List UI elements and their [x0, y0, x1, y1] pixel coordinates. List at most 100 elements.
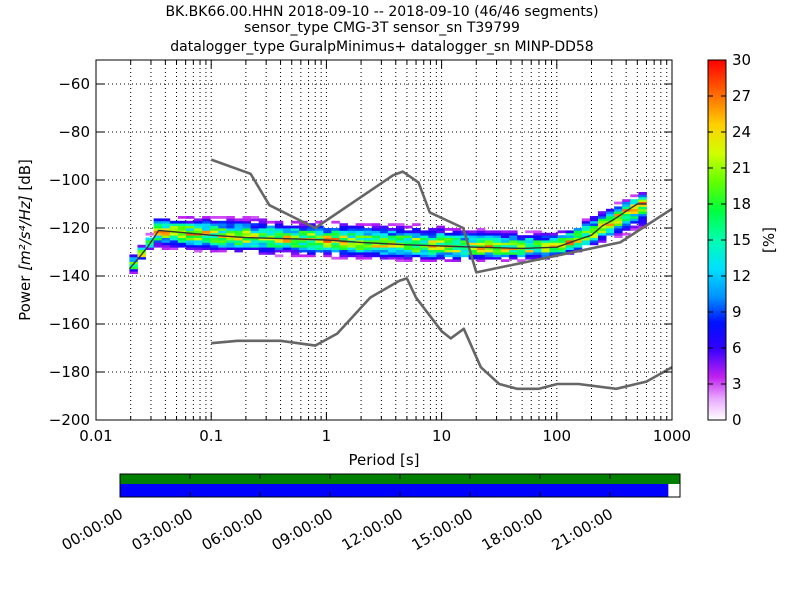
heatmap-cell: [379, 240, 389, 243]
heatmap-cell: [242, 247, 251, 250]
x-tick-label: 10: [432, 427, 451, 445]
heatmap-cell: [210, 228, 219, 231]
heatmap-cell: [250, 242, 260, 246]
heatmap-cell: [573, 228, 583, 231]
heatmap-cell: [468, 230, 478, 234]
heatmap-cell: [614, 228, 623, 231]
heatmap-cell: [541, 254, 550, 258]
colorbar-tick-label: 9: [732, 303, 742, 321]
heatmap-cell: [476, 240, 486, 243]
heatmap-cell: [597, 240, 607, 243]
heatmap-cell: [194, 244, 203, 248]
heatmap-cell: [404, 247, 413, 250]
heatmap-cell: [606, 208, 615, 212]
heatmap-cell: [363, 252, 373, 255]
heatmap-cell: [549, 244, 558, 248]
heatmap-cell: [525, 237, 534, 241]
heatmap-cell: [371, 252, 381, 255]
heatmap-cell: [597, 235, 607, 238]
heatmap-cell: [501, 242, 510, 246]
heatmap-cell: [299, 240, 308, 243]
heatmap-cell: [396, 247, 405, 250]
heatmap-cell: [218, 240, 227, 243]
heatmap-cell: [226, 247, 235, 250]
heatmap-cell: [194, 242, 203, 246]
heatmap-cell: [379, 252, 389, 255]
heatmap-cell: [476, 237, 486, 241]
heatmap-cell: [460, 237, 470, 241]
heatmap-cell: [468, 252, 478, 255]
heatmap-cell: [299, 247, 308, 250]
heatmap-cell: [323, 237, 332, 241]
heatmap-cell: [614, 216, 623, 219]
heatmap-cell: [274, 225, 284, 229]
heatmap-cell: [614, 206, 623, 210]
heatmap-cell: [428, 254, 437, 258]
heatmap-cell: [218, 247, 227, 250]
heatmap-cell: [177, 228, 187, 231]
heatmap-cell: [331, 237, 340, 241]
heatmap-cell: [282, 225, 292, 229]
heatmap-cell: [379, 225, 389, 229]
heatmap-cell: [420, 235, 429, 238]
heatmap-cell: [371, 235, 381, 238]
heatmap-cell: [355, 223, 365, 226]
heatmap-cell: [638, 196, 647, 200]
heatmap-cell: [177, 235, 187, 238]
heatmap-cell: [501, 259, 510, 262]
heatmap-cell: [169, 220, 179, 224]
heatmap-cell: [436, 237, 445, 241]
heatmap-cell: [379, 249, 389, 253]
heatmap-cell: [177, 237, 187, 241]
heatmap-cell: [339, 232, 348, 236]
heatmap-cell: [533, 242, 542, 246]
heatmap-cell: [331, 232, 340, 236]
heatmap-cell: [363, 237, 373, 241]
heatmap-cell: [339, 244, 348, 248]
heatmap-cell: [323, 242, 332, 246]
heatmap-cell: [234, 218, 243, 222]
heatmap-cell: [234, 240, 243, 243]
heatmap-cell: [396, 223, 405, 226]
heatmap-cell: [468, 232, 478, 236]
y-tick-label: −160: [49, 315, 90, 333]
heatmap-cell: [557, 230, 567, 234]
heatmap-cell: [517, 259, 526, 262]
heatmap-cell: [185, 240, 195, 243]
heatmap-cell: [379, 235, 389, 238]
heatmap-cell: [533, 230, 542, 234]
heatmap-cell: [396, 244, 405, 248]
heatmap-cell: [363, 249, 373, 253]
heatmap-cell: [331, 244, 340, 248]
heatmap-cell: [565, 232, 575, 236]
heatmap-cell: [145, 240, 155, 243]
heatmap-cell: [638, 199, 647, 202]
heatmap-cell: [242, 240, 251, 243]
heatmap-cell: [622, 206, 631, 210]
heatmap-cell: [630, 220, 639, 224]
heatmap-cell: [517, 252, 526, 255]
heatmap-cell: [541, 247, 550, 250]
heatmap-cell: [484, 249, 494, 253]
heatmap-cell: [266, 228, 276, 231]
heatmap-cell: [355, 244, 365, 248]
heatmap-cell: [371, 254, 381, 258]
heatmap-cell: [436, 240, 445, 243]
heatmap-cell: [468, 235, 478, 238]
heatmap-cell: [589, 237, 599, 241]
heatmap-cell: [581, 237, 591, 241]
heatmap-cell: [541, 242, 550, 246]
heatmap-cell: [404, 254, 413, 258]
x-axis-label: Period [s]: [348, 451, 419, 469]
heatmap-cell: [606, 228, 615, 231]
heatmap-cell: [202, 240, 211, 243]
heatmap-cell: [396, 249, 405, 253]
heatmap-cell: [226, 220, 235, 224]
heatmap-cell: [541, 237, 550, 241]
heatmap-cell: [363, 244, 373, 248]
heatmap-cell: [153, 223, 163, 226]
heatmap-cell: [363, 235, 373, 238]
heatmap-cell: [331, 242, 340, 246]
heatmap-cell: [347, 230, 357, 234]
heatmap-cell: [517, 244, 526, 248]
